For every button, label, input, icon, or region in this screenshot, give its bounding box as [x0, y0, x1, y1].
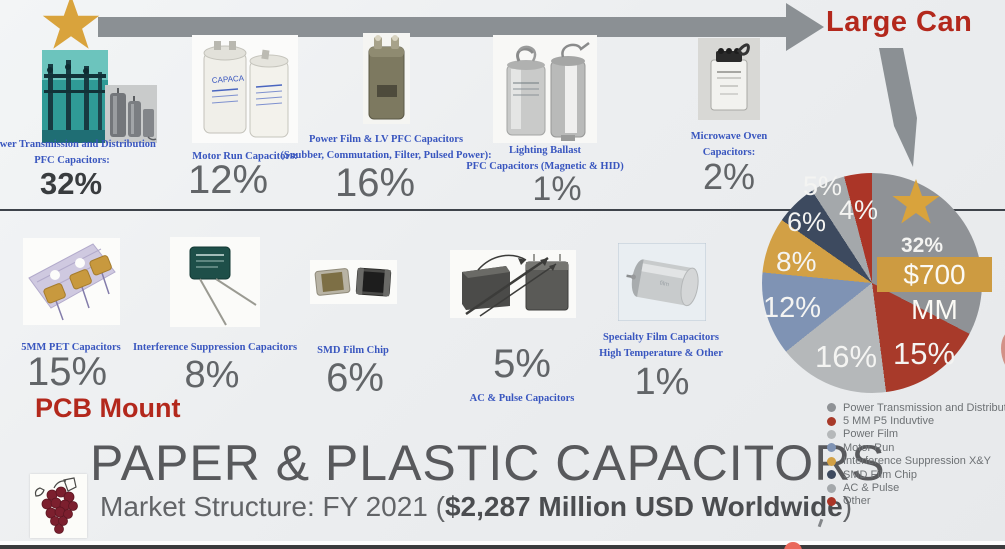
legend-item: Motor Run	[827, 441, 1005, 454]
legend-dot	[827, 496, 836, 506]
subtitle-prefix: Market Structure: FY 2021 (	[100, 491, 445, 522]
lighting-ballast-label: Lighting Ballast PFC Capacitors (Magnetic…	[466, 145, 624, 172]
smd-film-chip-label: SMD Film Chip	[317, 345, 389, 356]
microwave-oven-pct: 2%	[702, 156, 756, 197]
revenue-badge: $700 MM	[877, 257, 992, 325]
legend-item: Interference Suppression X&Y	[827, 455, 1005, 468]
motor-run-label: Motor Run Capacitors:	[192, 151, 298, 162]
legend-label: Motor Run	[843, 441, 895, 454]
pcb-mount-label: PCB Mount	[35, 393, 181, 423]
pie-slice-label-12: 12%	[763, 292, 822, 324]
timeline-arrow-head-icon	[786, 3, 824, 51]
edge-red-mark	[1001, 334, 1005, 365]
timeline-arrow-bar	[98, 17, 788, 37]
power-transmission-photo	[42, 50, 108, 143]
svg-text:film: film	[659, 281, 669, 289]
bottom-white-strip	[0, 541, 1005, 545]
specialty-film-pct: 1%	[634, 361, 690, 403]
motor-run-pct: 12%	[187, 158, 269, 202]
bottom-red-dot	[784, 542, 802, 549]
divider-line	[0, 209, 1005, 211]
power-transmission-pct: 32%	[39, 166, 103, 201]
pie-slice-label-16: 16%	[815, 339, 878, 374]
legend-item: AC & Pulse	[827, 481, 1005, 494]
5mm-pet-pct: 15%	[26, 350, 108, 394]
star-icon-pie	[892, 179, 940, 224]
legend-label: Power Transmission and Distribution	[843, 401, 1005, 414]
pie-slice-label-32: 32%	[901, 234, 944, 257]
legend-item: SMD Film Chip	[827, 468, 1005, 481]
subtitle-suffix: )	[842, 491, 853, 522]
power-film-photo	[363, 33, 410, 124]
large-can-label: Large Can	[826, 6, 973, 38]
microwave-oven-photo	[698, 38, 760, 120]
legend-dot	[827, 456, 836, 466]
legend-dot	[827, 429, 836, 439]
legend-label: SMD Film Chip	[843, 468, 917, 481]
page-title: PAPER & PLASTIC CAPACITORS	[90, 435, 886, 491]
legend-label: Other	[843, 495, 871, 508]
legend-label: Power Film	[843, 428, 899, 441]
legend-label: 5 MM P5 Induvtive	[843, 415, 935, 428]
ac-pulse-photo	[450, 250, 576, 318]
legend-dot	[827, 403, 836, 413]
pie-slice-label-4: 4%	[839, 195, 879, 225]
legend-item: Power Film	[827, 428, 1005, 441]
subtitle-amount: $2,287 Million USD Worldwide	[444, 491, 843, 522]
5mm-pet-label: 5MM PET Capacitors	[21, 342, 121, 353]
legend-dot	[827, 470, 836, 480]
pie-legend: Power Transmission and Distribution 5 MM…	[827, 401, 1005, 508]
interference-suppression-photo	[170, 237, 260, 327]
specialty-film-label: Specialty Film Capacitors High Temperatur…	[599, 332, 723, 359]
pie-slice-label-6: 6%	[787, 207, 827, 237]
specialty-film-photo: film	[618, 243, 706, 321]
legend-item: 5 MM P5 Induvtive	[827, 414, 1005, 427]
pie-slice-label-8: 8%	[776, 246, 817, 277]
power-film-pct: 16%	[334, 161, 416, 205]
pie-slice-label-15: 15%	[893, 336, 956, 371]
legend-label: Interference Suppression X&Y	[843, 455, 991, 468]
legend-label: AC & Pulse	[843, 482, 900, 495]
bottom-dark-strip	[0, 545, 1005, 549]
legend-item: Other	[827, 495, 1005, 508]
legend-dot	[827, 483, 836, 493]
microwave-oven-label: Microwave Oven Capacitors:	[690, 131, 768, 158]
lighting-ballast-photo	[493, 35, 597, 143]
smd-film-chip-pct: 6%	[326, 356, 384, 400]
grapes-logo	[30, 474, 87, 538]
slide-subtitle: Market Structure: FY 2021 ($2,287 Millio…	[100, 491, 852, 523]
motor-run-photo: CAPACA	[192, 35, 298, 143]
interference-suppression-label: Interference Suppression Capacitors	[132, 342, 298, 353]
ac-pulse-pct: 5%	[493, 342, 551, 386]
star-icon-left	[42, 0, 100, 49]
legend-dot	[827, 416, 836, 426]
ac-pulse-label: AC & Pulse Capacitors	[469, 393, 575, 404]
5mm-pet-photo	[23, 238, 120, 325]
legend-item: Power Transmission and Distribution	[827, 401, 1005, 414]
power-transmission-label: Power Transmission and Distribution PFC C…	[0, 139, 156, 166]
legend-dot	[827, 443, 836, 453]
power-film-label: Power Film & LV PFC Capacitors (Snubber, …	[280, 134, 492, 161]
capacitor-bank-photo	[105, 85, 157, 143]
lighting-ballast-pct: 1%	[532, 170, 582, 208]
interference-suppression-pct: 8%	[184, 354, 240, 396]
smd-film-chip-photo	[310, 260, 397, 304]
svg-text:CAPACA: CAPACA	[212, 74, 246, 85]
pie-slice-label-5: 5%	[803, 171, 843, 201]
